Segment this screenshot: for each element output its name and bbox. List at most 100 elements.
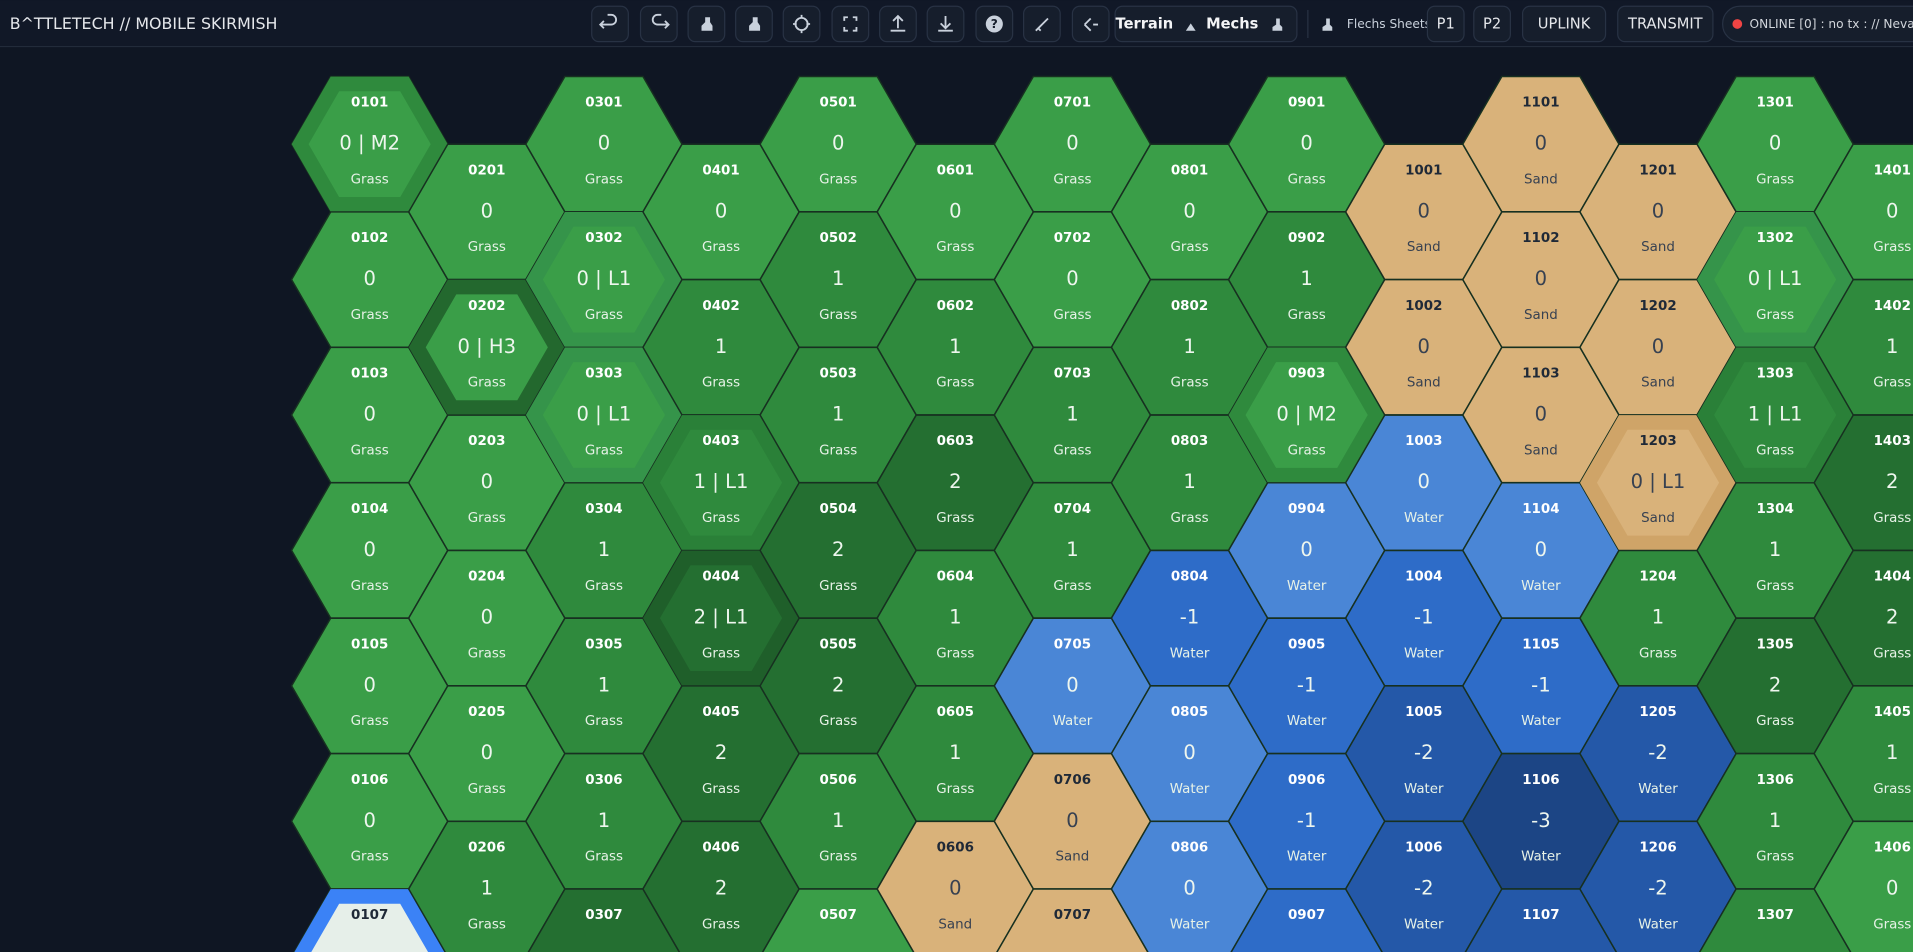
add-mech-p2-button[interactable]: [735, 5, 773, 43]
hex-elevation: 0 | L1: [577, 402, 632, 425]
hex-terrain: Grass: [351, 308, 389, 323]
hex[interactable]: 1303 1 | L1 Grass: [1696, 346, 1855, 484]
hex[interactable]: 1201 0 Sand: [1579, 143, 1737, 281]
hex-terrain: Grass: [1756, 308, 1794, 323]
hex[interactable]: 1403 2 Grass: [1813, 414, 1913, 552]
hex-id: 1004: [1405, 570, 1442, 585]
unit-ring: [1580, 415, 1737, 551]
line-of-sight-button[interactable]: [1071, 5, 1110, 43]
center-button[interactable]: [782, 5, 821, 43]
hex[interactable]: 0201 0 Grass: [407, 143, 566, 281]
p1-button[interactable]: P1: [1426, 5, 1465, 43]
hex-terrain: Grass: [351, 850, 389, 865]
hex[interactable]: 1401 0 Grass: [1813, 143, 1913, 281]
hex[interactable]: 1104 0 Water: [1461, 482, 1620, 619]
hex[interactable]: 1304 1 Grass: [1696, 482, 1855, 619]
hex-id: 0302: [585, 231, 622, 246]
hex[interactable]: 1305 2 Grass: [1696, 617, 1855, 755]
hex-terrain: Grass: [468, 647, 506, 662]
hex[interactable]: 0704 1 Grass: [993, 482, 1152, 619]
uplink-button[interactable]: UPLINK: [1521, 5, 1607, 43]
hex-elevation: -1: [1297, 809, 1316, 832]
hex[interactable]: 0803 1 Grass: [1110, 414, 1269, 552]
export-button[interactable]: [879, 5, 917, 43]
add-mech-p1-button[interactable]: [687, 5, 726, 43]
redo-button[interactable]: [639, 5, 678, 43]
status-dot: [1732, 19, 1743, 29]
hex[interactable]: 0105 0 Grass: [290, 617, 449, 755]
unit-ring: [408, 279, 565, 415]
hex[interactable]: 0204 0 Grass: [407, 549, 566, 687]
hex[interactable]: 0605 1 Grass: [876, 685, 1035, 822]
hex[interactable]: 0603 2 Grass: [876, 414, 1035, 552]
hex-terrain: Sand: [1641, 240, 1675, 255]
import-button[interactable]: [926, 5, 965, 43]
hex[interactable]: 0903 0 | M2 Grass: [1227, 346, 1386, 484]
hex[interactable]: 0604 1 Grass: [876, 549, 1035, 687]
hex[interactable]: 0305 1 Grass: [524, 617, 683, 755]
p2-button[interactable]: P2: [1473, 5, 1512, 43]
mechs-button[interactable]: Mechs: [1206, 16, 1259, 33]
hex[interactable]: 1106 -3 Water: [1461, 752, 1620, 890]
hex-id: 0801: [1171, 163, 1208, 178]
hex-terrain: Sand: [1641, 376, 1675, 391]
hex[interactable]: 1004 -1 Water: [1344, 549, 1503, 687]
hex-id: 0403: [702, 434, 739, 449]
hex[interactable]: 0705 0 Water: [993, 617, 1152, 755]
hex[interactable]: 0901 0 Grass: [1227, 75, 1386, 213]
hex[interactable]: 1406 0 Grass: [1813, 820, 1913, 952]
measure-button[interactable]: [1022, 5, 1061, 43]
transmit-button[interactable]: TRANSMIT: [1617, 5, 1714, 43]
hex[interactable]: 0801 0 Grass: [1110, 143, 1269, 281]
hex[interactable]: 0601 0 Grass: [876, 143, 1035, 281]
hex[interactable]: 0502 1 Grass: [759, 211, 918, 348]
fullscreen-button[interactable]: [831, 5, 870, 43]
hex-id: 1104: [1522, 502, 1559, 517]
hex[interactable]: 1404 2 Grass: [1813, 549, 1913, 687]
hex[interactable]: 1405 1 Grass: [1813, 685, 1913, 822]
unit-ring: [1697, 347, 1854, 483]
hex[interactable]: 0905 -1 Water: [1227, 617, 1386, 755]
hex-elevation: 1: [1183, 335, 1195, 358]
hex-terrain: Water: [1404, 511, 1444, 526]
hex[interactable]: 1001 0 Sand: [1344, 143, 1503, 281]
hex-elevation: 1: [832, 402, 844, 425]
hex[interactable]: 0403 1 | L1 Grass: [642, 414, 800, 552]
hex[interactable]: 0805 0 Water: [1110, 685, 1269, 822]
hex[interactable]: 0802 1 Grass: [1110, 278, 1269, 416]
hex[interactable]: 0501 0 Grass: [759, 75, 918, 213]
hex-elevation: 0: [1535, 132, 1547, 155]
undo-button[interactable]: [591, 5, 629, 43]
hex[interactable]: 1205 -2 Water: [1579, 685, 1737, 822]
hex-id: 0703: [1054, 367, 1091, 382]
hex[interactable]: 0404 2 | L1 Grass: [642, 549, 800, 687]
hex[interactable]: 0304 1 Grass: [524, 482, 683, 619]
hex-id: 0203: [468, 434, 505, 449]
hex[interactable]: 1301 0 Grass: [1696, 75, 1855, 213]
hex[interactable]: 0402 1 Grass: [642, 278, 800, 416]
hex-terrain: Grass: [1873, 782, 1911, 797]
hex[interactable]: 1203 0 | L1 Sand: [1579, 414, 1737, 552]
hex-id: 0707: [1054, 908, 1091, 923]
hex[interactable]: 0101 0 | M2 Grass: [290, 75, 449, 213]
hex-id: 0804: [1171, 570, 1208, 585]
hex[interactable]: 0701 0 Grass: [993, 75, 1152, 213]
hex-elevation: 0: [1066, 673, 1078, 696]
hex-elevation: 2: [949, 470, 961, 493]
hex-elevation: 0: [1652, 335, 1664, 358]
hex-elevation: 0: [363, 538, 375, 561]
hex[interactable]: 0504 2 Grass: [759, 482, 918, 619]
hex[interactable]: 0301 0 Grass: [524, 75, 683, 213]
hex[interactable]: 0904 0 Water: [1227, 482, 1386, 619]
hex-terrain: Grass: [702, 917, 740, 932]
terrain-button[interactable]: Terrain: [1116, 16, 1174, 33]
hex[interactable]: 0202 0 | H3 Grass: [407, 278, 566, 416]
hex-id: 0702: [1054, 231, 1091, 246]
hex-terrain: Grass: [936, 376, 974, 391]
hex[interactable]: 0406 2 Grass: [642, 820, 800, 952]
hex[interactable]: 1402 1 Grass: [1813, 278, 1913, 416]
hex[interactable]: 0806 0 Water: [1110, 820, 1269, 952]
help-button[interactable]: ?: [975, 5, 1014, 43]
hex-id: 0503: [820, 367, 857, 382]
status-text: ONLINE [0] : no tx : // Nevar: [1750, 17, 1913, 31]
